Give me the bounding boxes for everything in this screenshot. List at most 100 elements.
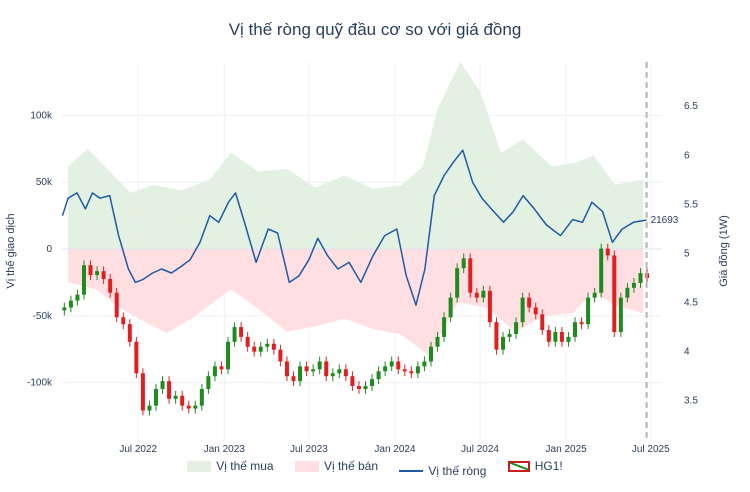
candle-body: [579, 322, 584, 325]
candle-body: [442, 317, 447, 337]
candle-body: [291, 376, 296, 382]
candle-body: [370, 379, 375, 386]
legend-item-buy[interactable]: Vị thế mua: [187, 459, 274, 473]
legend-swatch-buy: [187, 460, 212, 472]
candle-body: [402, 369, 407, 372]
candle-body: [409, 371, 414, 374]
candle-body: [140, 373, 145, 411]
x-tick-label: Jan 2023: [204, 444, 246, 455]
candle-body: [127, 324, 132, 342]
candle-body: [559, 332, 564, 342]
candle-body: [219, 366, 224, 370]
x-tick-label: Jan 2025: [546, 444, 588, 455]
candle-body: [317, 361, 322, 370]
candle-body: [487, 290, 492, 323]
legend-item-sell[interactable]: Vị thế bán: [294, 459, 378, 473]
y-right-tick-label: 4.5: [684, 298, 698, 309]
candle-body: [599, 248, 604, 293]
x-tick-label: Jul 2024: [461, 444, 499, 455]
y-right-tick-label: 5.5: [684, 199, 698, 210]
candle-body: [415, 366, 420, 374]
candle-body: [180, 395, 185, 406]
candle-body: [363, 386, 368, 389]
candle-body: [350, 376, 355, 386]
y-left-axis-title: Vị thế giao dịch: [5, 213, 17, 288]
y-right-tick-label: 3.5: [684, 396, 698, 407]
candle-body: [533, 307, 538, 315]
candle-body: [121, 317, 126, 325]
candle-body: [81, 265, 86, 295]
legend: Vị thế mua Vị thế bán Vị thế ròng HG1!: [0, 459, 750, 478]
candle-body: [396, 361, 401, 370]
legend-label-net: Vị thế ròng: [428, 463, 487, 478]
y-left-tick-label: 100k: [30, 110, 53, 121]
candle-body: [428, 346, 433, 362]
candle-body: [566, 336, 571, 342]
candle-body: [474, 292, 479, 298]
candle-body: [337, 369, 342, 374]
y-left-tick-label: 50k: [36, 177, 53, 188]
candle-body: [376, 371, 381, 380]
candle-body: [108, 278, 113, 293]
candle-body: [245, 336, 250, 347]
candle-body: [304, 366, 309, 372]
candle-body: [356, 386, 361, 389]
candle-body: [638, 273, 643, 283]
candle-body: [298, 366, 303, 382]
candle-body: [134, 341, 139, 374]
candle-body: [239, 327, 244, 337]
candle-body: [284, 361, 289, 377]
candle-body: [612, 255, 617, 332]
candle-body: [232, 327, 237, 342]
x-tick-label: Jan 2024: [374, 444, 416, 455]
candle-body: [481, 290, 486, 298]
candle-body: [212, 366, 217, 377]
candle-body: [173, 395, 178, 399]
candle-body: [618, 297, 623, 332]
candle-body: [592, 292, 597, 298]
candle-body: [527, 297, 532, 308]
candle-body: [468, 258, 473, 293]
candle-body: [199, 388, 204, 406]
candle-body: [573, 322, 578, 337]
y-right-tick-label: 6: [684, 150, 690, 161]
candle-body: [114, 292, 119, 318]
candle-body: [546, 330, 551, 342]
candle-body: [540, 314, 545, 331]
candle-body: [258, 346, 263, 352]
candle-body: [553, 332, 558, 342]
candle-body: [153, 388, 158, 406]
legend-item-hg[interactable]: HG1!: [507, 459, 563, 473]
candle-body: [383, 366, 388, 372]
candle-body: [514, 322, 519, 334]
candlestick-icon: [507, 460, 530, 472]
candle-body: [389, 361, 394, 367]
legend-label-sell: Vị thế bán: [323, 459, 378, 473]
candle-body: [631, 282, 636, 288]
x-tick-label: Jul 2022: [119, 444, 157, 455]
candle-body: [605, 248, 610, 256]
net-position-line: [61, 149, 647, 306]
candle-body: [448, 297, 453, 318]
candle-body: [500, 336, 505, 350]
y-right-tick-label: 5: [684, 248, 690, 259]
candle-body: [160, 381, 165, 389]
candle-body: [95, 271, 100, 276]
legend-label-buy: Vị thế mua: [216, 459, 274, 473]
chart-title: Vị thế ròng quỹ đầu cơ so với giá đồng: [228, 20, 522, 39]
legend-item-net[interactable]: Vị thế ròng: [399, 464, 486, 478]
candle-body: [271, 343, 276, 350]
y-left-tick-label: -100k: [27, 378, 53, 389]
candle-body: [507, 333, 512, 337]
candle-body: [75, 294, 80, 301]
candle-body: [101, 271, 106, 279]
buy-area: [68, 62, 644, 249]
legend-swatch-sell: [294, 460, 319, 472]
candle-body: [252, 346, 257, 352]
candle-body: [62, 307, 67, 311]
x-tick-label: Jul 2023: [290, 444, 328, 455]
legend-swatch-net: [399, 469, 424, 472]
sell-area: [68, 248, 644, 356]
